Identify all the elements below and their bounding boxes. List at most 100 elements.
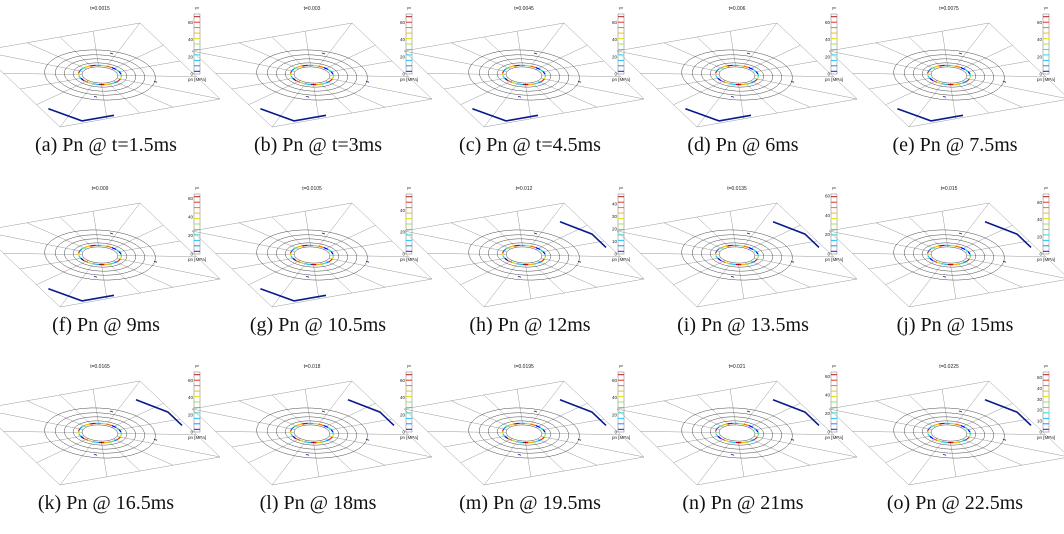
- colorbar-tick-label: 0: [1039, 252, 1042, 257]
- colorbar-tick-label: 60: [825, 193, 831, 198]
- colorbar-tick-label: 10: [612, 239, 618, 244]
- plate-mesh: [829, 23, 1064, 127]
- colorbar-title: pn: [1044, 186, 1048, 190]
- colorbar-unit-label: pn [MPa]: [612, 435, 630, 440]
- colorbar-unit-label: pn [MPa]: [612, 77, 630, 82]
- colorbar-tick-label: 60: [400, 378, 406, 383]
- concentric-rings: [257, 408, 368, 458]
- colorbar-tick-label: 40: [825, 37, 831, 42]
- subfigure-caption: (i) Pn @ 13.5ms: [637, 314, 849, 337]
- colorbar-title: pn: [195, 186, 199, 190]
- colorbar-tick-label: 60: [188, 20, 194, 25]
- colorbar-tick-label: 60: [188, 378, 194, 383]
- time-label: t=0.0105: [302, 186, 322, 192]
- colorbar-tick-label: 0: [1039, 72, 1042, 77]
- plate-mesh: [617, 203, 857, 307]
- colorbar-tick-label: 20: [400, 54, 406, 59]
- plate-mesh: [192, 23, 432, 127]
- colorbar-tick-label: 0: [402, 72, 405, 77]
- colorbar-title: pn: [407, 364, 411, 368]
- concentric-rings: [894, 50, 1005, 100]
- colorbar-tick-label: 40: [188, 37, 194, 42]
- colorbar-unit-label: pn [MPa]: [825, 77, 843, 82]
- colorbar-title: pn: [195, 6, 199, 10]
- plate-mesh: [829, 381, 1064, 485]
- time-label: t=0.015: [941, 186, 958, 192]
- colorbar-unit-label: pn [MPa]: [825, 257, 843, 262]
- colorbar-tick-label: 40: [400, 208, 406, 213]
- time-label: t=0.0165: [90, 364, 110, 370]
- colorbar-tick-label: 60: [612, 378, 618, 383]
- concentric-rings: [682, 230, 793, 280]
- subfigure-caption: (o) Pn @ 22.5ms: [849, 492, 1061, 515]
- concentric-rings: [469, 230, 580, 280]
- colorbar-tick-label: 0: [190, 252, 193, 257]
- time-label: t=0.012: [516, 186, 533, 192]
- concentric-rings: [682, 50, 793, 100]
- colorbar-tick-label: 40: [188, 215, 194, 220]
- colorbar-tick-label: 60: [612, 20, 618, 25]
- concentric-rings: [45, 50, 156, 100]
- colorbar-tick-label: 20: [612, 227, 618, 232]
- colorbar-tick-label: 20: [400, 230, 406, 235]
- colorbar-tick-label: 20: [188, 54, 194, 59]
- colorbar-tick-label: 20: [188, 233, 194, 238]
- colorbar-tick-label: 60: [400, 20, 406, 25]
- time-label: t=0.009: [92, 186, 109, 192]
- colorbar-tick-label: 20: [1037, 54, 1043, 59]
- colorbar-title: pn: [1044, 6, 1048, 10]
- colorbar-unit-label: pn [MPa]: [188, 435, 206, 440]
- colorbar-unit-label: pn [MPa]: [1037, 435, 1055, 440]
- time-label: t=0.0225: [939, 364, 959, 370]
- colorbar-title: pn: [407, 186, 411, 190]
- colorbar-tick-label: 0: [827, 430, 830, 435]
- concentric-rings: [45, 408, 156, 458]
- colorbar-tick-label: 40: [612, 37, 618, 42]
- colorbar-unit-label: pn [MPa]: [400, 257, 418, 262]
- subfigure-caption: (d) Pn @ 6ms: [637, 134, 849, 157]
- colorbar-tick-label: 20: [825, 54, 831, 59]
- subfigure-caption: (h) Pn @ 12ms: [424, 314, 636, 337]
- concentric-rings: [894, 230, 1005, 280]
- subfigure-caption: (k) Pn @ 16.5ms: [0, 492, 212, 515]
- colorbar-tick-label: 60: [825, 20, 831, 25]
- colorbar-tick-label: 40: [1037, 386, 1043, 391]
- time-label: t=0.0045: [514, 6, 534, 12]
- subfigure-caption: (j) Pn @ 15ms: [849, 314, 1061, 337]
- concentric-rings: [469, 50, 580, 100]
- colorbar-tick-label: 20: [188, 412, 194, 417]
- colorbar-unit-label: pn [MPa]: [1037, 257, 1055, 262]
- subfigure-caption: (c) Pn @ t=4.5ms: [424, 134, 636, 157]
- colorbar-tick-label: 20: [825, 411, 831, 416]
- colorbar-title: pn: [832, 6, 836, 10]
- concentric-rings: [257, 50, 368, 100]
- colorbar-tick-label: 20: [612, 54, 618, 59]
